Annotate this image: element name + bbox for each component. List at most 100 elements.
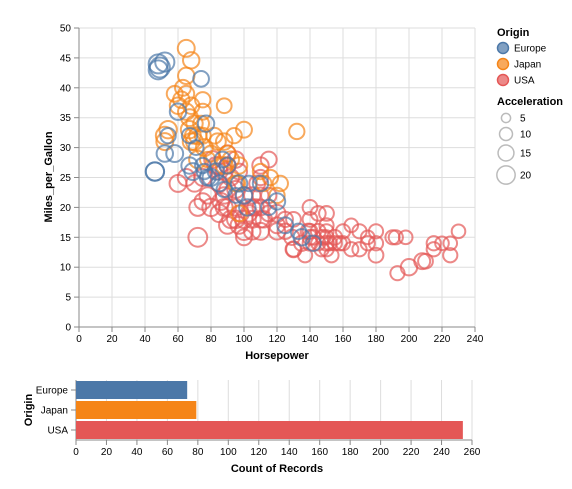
scatter-point-usa bbox=[387, 229, 404, 246]
scatter-point-europe bbox=[147, 59, 169, 81]
legend-size-swatch bbox=[498, 126, 514, 142]
bars bbox=[76, 381, 463, 439]
scatter-point-usa bbox=[309, 204, 327, 222]
scatter-point-usa bbox=[318, 204, 335, 222]
scatter-point-japan bbox=[225, 126, 243, 145]
scatter-point-usa bbox=[334, 235, 352, 252]
legend-swatch-europe bbox=[496, 41, 510, 55]
legend-origin-items: Europe Japan USA bbox=[496, 41, 547, 87]
scatter-x-tick-label: 0 bbox=[76, 334, 82, 345]
bar-category-label: Europe bbox=[36, 386, 69, 397]
scatter-point-usa bbox=[251, 156, 270, 175]
legend-label-usa: USA bbox=[514, 76, 535, 87]
legend-size-swatch bbox=[500, 112, 512, 124]
scatter-y-tick-label: 40 bbox=[60, 83, 72, 94]
scatter-point-japan bbox=[192, 114, 211, 133]
scatter-point-europe bbox=[304, 234, 322, 252]
legend-label-europe: Europe bbox=[514, 44, 547, 55]
scatter-y-tick-label: 30 bbox=[60, 143, 72, 154]
scatter-axes: 0 20 40 60 80 100 120 140 160 180 200 220 240 0 5 10 15 2… bbox=[60, 24, 484, 346]
scatter-point-europe bbox=[155, 144, 175, 163]
scatter-y-tick-label: 20 bbox=[60, 203, 72, 214]
bar-x-tick-label: 180 bbox=[342, 447, 359, 458]
scatter-point-europe bbox=[210, 174, 229, 193]
scatter-point-japan bbox=[176, 38, 196, 58]
legend-origin-title: Origin bbox=[497, 27, 530, 39]
scatter-point-europe bbox=[251, 174, 270, 193]
scatter-x-tick-label: 80 bbox=[205, 334, 217, 345]
scatter-point-europe bbox=[218, 156, 237, 175]
bar-x-tick-label: 240 bbox=[433, 447, 450, 458]
bar-x-tick-label: 200 bbox=[372, 447, 389, 458]
scatter-point-japan bbox=[172, 90, 191, 109]
bar-x-tick-label: 260 bbox=[464, 447, 481, 458]
bar-europe bbox=[76, 381, 188, 399]
scatter-point-usa bbox=[397, 229, 414, 246]
scatter-point-europe bbox=[168, 102, 188, 121]
scatter-y-tick-label: 25 bbox=[60, 173, 72, 184]
bar-category-label: Japan bbox=[41, 406, 68, 417]
scatter-point-europe bbox=[148, 56, 171, 79]
scatter-point-usa bbox=[367, 235, 385, 252]
scatter-x-tick-label: 60 bbox=[172, 334, 184, 345]
scatter-point-japan bbox=[158, 119, 178, 140]
scatter-y-axis-title: Miles_per_Gallon bbox=[43, 131, 55, 222]
legend-label-japan: Japan bbox=[514, 60, 541, 71]
scatter-point-usa bbox=[367, 246, 385, 264]
scatter-x-tick-label: 100 bbox=[236, 334, 253, 345]
scatter-point-europe bbox=[238, 198, 257, 217]
scatter-point-usa bbox=[442, 247, 459, 264]
bar-x-tick-label: 80 bbox=[192, 447, 204, 458]
scatter-point-japan bbox=[251, 162, 270, 181]
scatter-point-europe bbox=[159, 126, 177, 145]
scatter-point-japan bbox=[185, 114, 204, 133]
scatter-y-tick-label: 35 bbox=[60, 113, 72, 124]
legend-swatch-japan bbox=[496, 57, 510, 71]
scatter-point-japan bbox=[261, 168, 280, 187]
bar-x-axis-title: Count of Records bbox=[231, 463, 323, 475]
scatter-point-usa bbox=[243, 222, 262, 241]
scatter-point-usa bbox=[187, 226, 209, 248]
bar-x-tick-label: 160 bbox=[311, 447, 328, 458]
bar-x-tick-label: 120 bbox=[250, 447, 267, 458]
scatter-point-usa bbox=[321, 235, 338, 252]
scatter-point-europe bbox=[196, 114, 216, 133]
legend-size-label: 15 bbox=[520, 149, 532, 160]
bar-category-label: USA bbox=[47, 426, 68, 437]
scatter-point-usa bbox=[318, 217, 335, 234]
scatter-y-tick-label: 5 bbox=[65, 293, 71, 304]
scatter-y-tick-label: 50 bbox=[60, 24, 72, 35]
bar-x-tick-label: 40 bbox=[131, 447, 143, 458]
scatter-point-europe bbox=[229, 174, 249, 193]
scatter-x-tick-label: 180 bbox=[368, 334, 385, 345]
scatter-points bbox=[144, 38, 467, 282]
scatter-x-axis-title: Horsepower bbox=[245, 350, 309, 362]
scatter-point-usa bbox=[359, 235, 376, 252]
scatter-point-japan bbox=[215, 132, 234, 151]
legend-size-label: 10 bbox=[520, 130, 532, 141]
bar-y-axis-title: Origin bbox=[23, 394, 35, 427]
bar-x-tick-label: 140 bbox=[281, 447, 298, 458]
scatter-point-usa bbox=[326, 235, 343, 252]
scatter-point-usa bbox=[450, 223, 467, 240]
scatter-x-tick-label: 160 bbox=[335, 334, 352, 345]
scatter-y-tick-label: 0 bbox=[65, 323, 71, 334]
scatter-point-usa bbox=[442, 235, 459, 252]
scatter-point-japan bbox=[177, 84, 196, 103]
bar-usa bbox=[76, 421, 463, 439]
legend-size-label: 5 bbox=[520, 114, 526, 125]
scatter-point-usa bbox=[425, 235, 442, 252]
scatter-point-japan bbox=[208, 132, 227, 151]
scatter-point-europe bbox=[144, 161, 166, 182]
scatter-point-usa bbox=[218, 215, 237, 235]
scatter-point-usa bbox=[188, 197, 208, 217]
scatter-point-japan bbox=[235, 120, 253, 139]
scatter-point-europe bbox=[154, 51, 176, 73]
scatter-point-europe bbox=[227, 187, 245, 204]
scatter-point-japan bbox=[288, 122, 306, 141]
scatter-x-tick-label: 240 bbox=[467, 334, 484, 345]
scatter-x-tick-label: 40 bbox=[139, 334, 151, 345]
scatter-x-tick-label: 220 bbox=[434, 334, 451, 345]
scatter-point-japan bbox=[268, 186, 286, 205]
